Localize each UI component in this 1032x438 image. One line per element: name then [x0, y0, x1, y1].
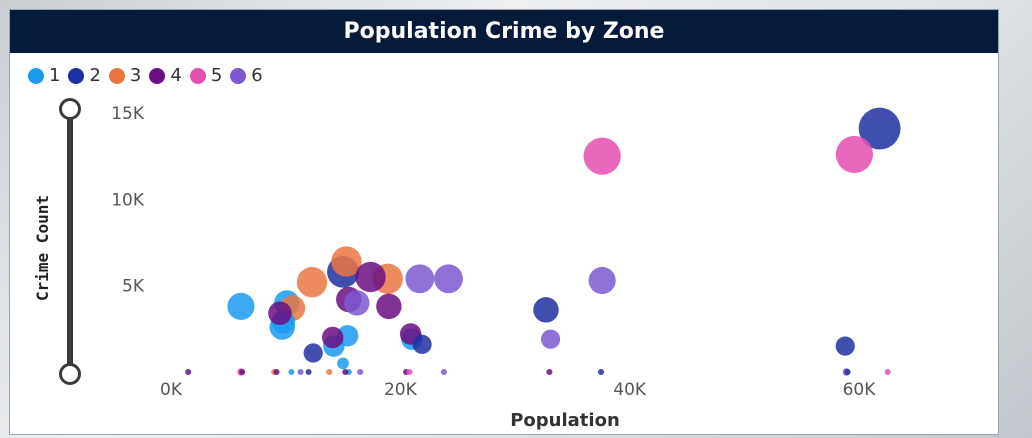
- data-point-zone-4[interactable]: [268, 301, 292, 326]
- data-point-zone-5[interactable]: [835, 135, 874, 174]
- data-points: [185, 107, 901, 376]
- data-point-zone-4[interactable]: [239, 368, 246, 376]
- y-range-slider-track[interactable]: [67, 105, 73, 373]
- legend-dot-zone-5: [189, 67, 206, 84]
- data-point-zone-4[interactable]: [342, 368, 349, 376]
- legend-label: 6: [251, 65, 263, 86]
- legend-item-zone-3[interactable]: 3: [108, 65, 142, 86]
- legend-label: 5: [210, 65, 223, 86]
- legend-label: 2: [89, 65, 101, 86]
- data-point-zone-3[interactable]: [326, 368, 333, 376]
- legend-dot-zone-3: [108, 67, 125, 84]
- data-point-zone-2[interactable]: [412, 334, 432, 354]
- y-tick-label: 10K: [111, 190, 145, 210]
- y-axis-label: Crime Count: [33, 195, 52, 301]
- x-tick-label: 0K: [160, 380, 183, 400]
- legend-item-zone-6[interactable]: 6: [230, 65, 263, 86]
- data-point-zone-3[interactable]: [331, 246, 362, 277]
- legend-dot-zone-6: [230, 67, 247, 84]
- data-point-zone-6[interactable]: [344, 290, 370, 316]
- y-tick-label: 15K: [111, 104, 145, 124]
- data-point-zone-2[interactable]: [597, 368, 605, 376]
- legend-label: 4: [170, 65, 182, 86]
- data-point-zone-2[interactable]: [305, 368, 312, 376]
- legend-label: 3: [129, 65, 142, 86]
- legend-item-zone-2[interactable]: 2: [68, 65, 101, 86]
- chart-panel: Population Crime by Zone 1 2 3 4 5 6: [9, 9, 999, 435]
- data-point-zone-5[interactable]: [583, 137, 621, 175]
- data-point-zone-4[interactable]: [321, 326, 344, 349]
- data-point-zone-6[interactable]: [297, 368, 304, 376]
- legend-dot-zone-1: [28, 67, 44, 84]
- legend-item-zone-1[interactable]: 1: [28, 65, 60, 86]
- data-point-zone-3[interactable]: [296, 267, 328, 298]
- y-range-slider-bottom-handle[interactable]: [59, 363, 81, 385]
- data-point-zone-4[interactable]: [376, 293, 402, 320]
- x-tick-label: 20K: [384, 380, 418, 400]
- data-point-zone-6[interactable]: [540, 329, 561, 349]
- data-point-zone-2[interactable]: [858, 107, 901, 150]
- data-point-zone-6[interactable]: [405, 264, 435, 294]
- data-point-zone-5[interactable]: [406, 368, 413, 376]
- legend-item-zone-4[interactable]: 4: [149, 65, 182, 86]
- data-point-zone-5[interactable]: [884, 368, 891, 376]
- data-point-zone-1[interactable]: [288, 368, 295, 376]
- scatter-plot: Crime Count Population 0K 20K 40K 60K 5K 10K…: [33, 104, 901, 431]
- data-point-zone-4[interactable]: [546, 368, 553, 376]
- data-point-zone-4[interactable]: [355, 261, 386, 293]
- chart-title: Population Crime by Zone: [10, 10, 998, 53]
- data-point-zone-1[interactable]: [227, 292, 255, 320]
- data-point-zone-4[interactable]: [185, 368, 192, 376]
- legend-dot-zone-2: [68, 67, 85, 84]
- legend-item-zone-5[interactable]: 5: [189, 65, 223, 86]
- data-point-zone-6[interactable]: [440, 368, 447, 376]
- data-point-zone-2[interactable]: [303, 343, 323, 363]
- x-tick-label: 60K: [843, 380, 877, 400]
- x-axis-ticks: 0K 20K 40K 60K: [160, 380, 876, 400]
- y-axis-ticks: 5K 10K 15K: [111, 104, 145, 297]
- legend-dot-zone-4: [149, 67, 166, 84]
- data-point-zone-1[interactable]: [337, 357, 349, 370]
- data-point-zone-2[interactable]: [844, 368, 851, 376]
- x-axis-label: Population: [510, 410, 620, 431]
- data-point-zone-4[interactable]: [273, 368, 280, 376]
- y-range-slider-top-handle[interactable]: [59, 98, 81, 120]
- x-tick-label: 40K: [613, 380, 647, 400]
- legend-label: 1: [49, 65, 61, 86]
- data-point-zone-2[interactable]: [835, 336, 855, 356]
- data-point-zone-6[interactable]: [588, 266, 616, 295]
- y-tick-label: 5K: [122, 277, 145, 297]
- data-point-zone-2[interactable]: [533, 297, 559, 323]
- legend: 1 2 3 4 5 6: [28, 65, 271, 86]
- data-point-zone-6[interactable]: [434, 264, 463, 294]
- data-point-zone-6[interactable]: [357, 368, 364, 376]
